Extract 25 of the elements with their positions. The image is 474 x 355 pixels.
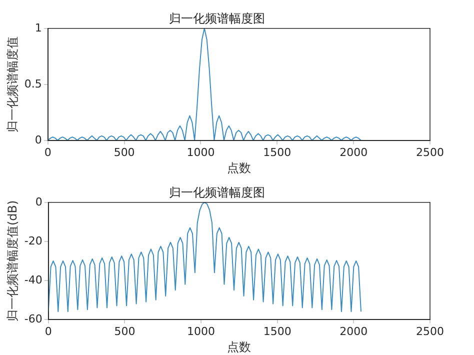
x-tick-label: 0	[44, 324, 52, 338]
y-tick-label: 1	[34, 21, 42, 34]
x-tick-label: 1500	[263, 324, 292, 338]
x-tick-label: 500	[114, 324, 136, 338]
y-tick-label: 0	[34, 133, 42, 146]
y-tick-label: -20	[24, 234, 42, 248]
x-tick-label: 2500	[416, 146, 444, 159]
chart-title: 归一化频谱幅度图	[169, 185, 265, 200]
chart-title: 归一化频谱幅度图	[169, 11, 265, 26]
y-tick-label: 0	[35, 195, 42, 208]
y-axis-title: 归一化频谱幅度值(dB)	[5, 200, 20, 322]
x-tick-label: 1000	[187, 324, 216, 338]
x-tick-label: 2000	[340, 146, 368, 159]
x-tick-label: 0	[44, 146, 52, 159]
x-tick-label: 1500	[263, 146, 292, 159]
x-tick-label: 2500	[416, 324, 444, 338]
x-tick-label: 1000	[186, 146, 215, 159]
x-tick-label: 2000	[340, 324, 368, 338]
x-axis-title: 点数	[227, 340, 252, 354]
y-tick-label: -40	[24, 273, 42, 286]
y-tick-label: -60	[24, 312, 42, 326]
x-tick-label: 500	[114, 146, 135, 159]
y-tick-label: 0.5	[24, 77, 42, 90]
x-axis-title: 点数	[226, 160, 251, 175]
y-axis-title: 归一化频谱幅度值	[5, 36, 20, 132]
